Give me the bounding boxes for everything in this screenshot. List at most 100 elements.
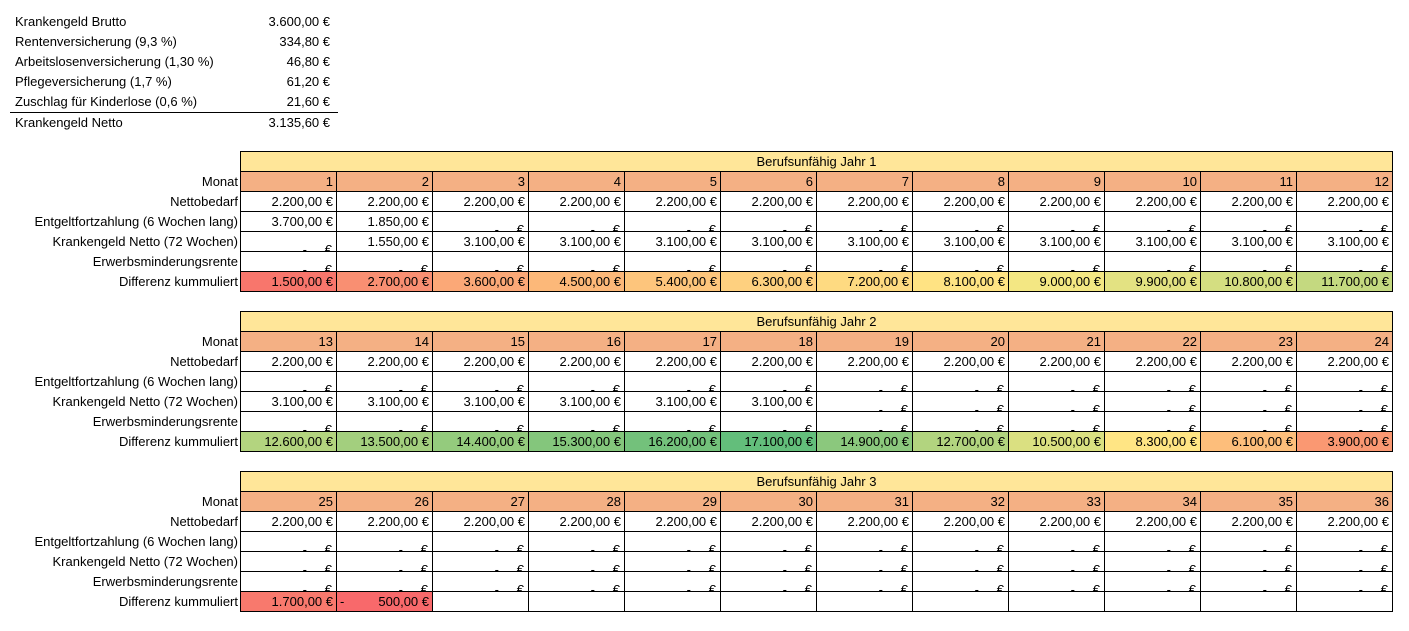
nettobedarf-cell[interactable]: 2.200,00 €: [1200, 351, 1297, 372]
differenz-cell[interactable]: 13.500,00 €: [336, 431, 433, 452]
differenz-cell[interactable]: 17.100,00 €: [720, 431, 817, 452]
month-number-cell[interactable]: 24: [1296, 331, 1393, 352]
summary-row[interactable]: Rentenversicherung (9,3 %) 334,80 €: [10, 32, 338, 52]
krankengeld-cell[interactable]: - €: [624, 551, 721, 572]
nettobedarf-cell[interactable]: 2.200,00 €: [1008, 191, 1105, 212]
erwerb-cell[interactable]: - €: [240, 251, 337, 272]
nettobedarf-cell[interactable]: 2.200,00 €: [336, 351, 433, 372]
entgelt-cell[interactable]: - €: [816, 211, 913, 232]
erwerb-cell[interactable]: - €: [1104, 571, 1201, 592]
differenz-cell[interactable]: 10.500,00 €: [1008, 431, 1105, 452]
erwerb-cell[interactable]: - €: [528, 571, 625, 592]
erwerb-cell[interactable]: - €: [624, 411, 721, 432]
entgelt-cell[interactable]: 3.700,00 €: [240, 211, 337, 232]
differenz-cell[interactable]: [1200, 591, 1297, 612]
erwerb-cell[interactable]: - €: [432, 571, 529, 592]
entgelt-cell[interactable]: - €: [1296, 371, 1393, 392]
krankengeld-cell[interactable]: - €: [720, 551, 817, 572]
erwerb-cell[interactable]: - €: [816, 571, 913, 592]
nettobedarf-cell[interactable]: 2.200,00 €: [624, 511, 721, 532]
differenz-cell[interactable]: 8.100,00 €: [912, 271, 1009, 292]
krankengeld-cell[interactable]: 3.100,00 €: [624, 391, 721, 412]
krankengeld-cell[interactable]: - €: [1200, 391, 1297, 412]
month-number-cell[interactable]: 12: [1296, 171, 1393, 192]
nettobedarf-cell[interactable]: 2.200,00 €: [1296, 351, 1393, 372]
differenz-cell[interactable]: [624, 591, 721, 612]
entgelt-cell[interactable]: - €: [432, 531, 529, 552]
erwerb-cell[interactable]: - €: [624, 571, 721, 592]
krankengeld-cell[interactable]: - €: [1008, 551, 1105, 572]
differenz-cell[interactable]: 2.700,00 €: [336, 271, 433, 292]
entgelt-cell[interactable]: - €: [624, 371, 721, 392]
krankengeld-cell[interactable]: 3.100,00 €: [1296, 231, 1393, 252]
nettobedarf-cell[interactable]: 2.200,00 €: [720, 351, 817, 372]
month-number-cell[interactable]: 16: [528, 331, 625, 352]
month-number-cell[interactable]: 4: [528, 171, 625, 192]
nettobedarf-cell[interactable]: 2.200,00 €: [1296, 191, 1393, 212]
nettobedarf-cell[interactable]: 2.200,00 €: [912, 351, 1009, 372]
month-number-cell[interactable]: 17: [624, 331, 721, 352]
nettobedarf-cell[interactable]: 2.200,00 €: [1008, 511, 1105, 532]
month-number-cell[interactable]: 28: [528, 491, 625, 512]
differenz-cell[interactable]: 12.700,00 €: [912, 431, 1009, 452]
differenz-cell[interactable]: 11.700,00 €: [1296, 271, 1393, 292]
nettobedarf-cell[interactable]: 2.200,00 €: [912, 191, 1009, 212]
summary-row[interactable]: Zuschlag für Kinderlose (0,6 %) 21,60 €: [10, 92, 338, 113]
month-number-cell[interactable]: 27: [432, 491, 529, 512]
summary-row[interactable]: Krankengeld Netto 3.135,60 €: [10, 113, 338, 133]
entgelt-cell[interactable]: - €: [1200, 371, 1297, 392]
month-number-cell[interactable]: 7: [816, 171, 913, 192]
nettobedarf-cell[interactable]: 2.200,00 €: [1104, 511, 1201, 532]
krankengeld-cell[interactable]: - €: [816, 391, 913, 412]
month-number-cell[interactable]: 19: [816, 331, 913, 352]
month-number-cell[interactable]: 36: [1296, 491, 1393, 512]
month-number-cell[interactable]: 26: [336, 491, 433, 512]
entgelt-cell[interactable]: - €: [1296, 531, 1393, 552]
entgelt-cell[interactable]: - €: [912, 531, 1009, 552]
entgelt-cell[interactable]: - €: [624, 531, 721, 552]
krankengeld-cell[interactable]: - €: [240, 551, 337, 572]
krankengeld-cell[interactable]: 3.100,00 €: [816, 231, 913, 252]
nettobedarf-cell[interactable]: 2.200,00 €: [240, 351, 337, 372]
month-number-cell[interactable]: 6: [720, 171, 817, 192]
month-number-cell[interactable]: 14: [336, 331, 433, 352]
summary-row[interactable]: Krankengeld Brutto 3.600,00 €: [10, 12, 338, 32]
nettobedarf-cell[interactable]: 2.200,00 €: [432, 191, 529, 212]
nettobedarf-cell[interactable]: 2.200,00 €: [432, 511, 529, 532]
erwerb-cell[interactable]: - €: [816, 251, 913, 272]
krankengeld-cell[interactable]: - €: [1008, 391, 1105, 412]
month-number-cell[interactable]: 34: [1104, 491, 1201, 512]
month-number-cell[interactable]: 18: [720, 331, 817, 352]
differenz-cell[interactable]: 14.900,00 €: [816, 431, 913, 452]
krankengeld-cell[interactable]: 3.100,00 €: [432, 231, 529, 252]
entgelt-cell[interactable]: - €: [1200, 531, 1297, 552]
differenz-cell[interactable]: [528, 591, 625, 612]
erwerb-cell[interactable]: - €: [624, 251, 721, 272]
krankengeld-cell[interactable]: 3.100,00 €: [720, 231, 817, 252]
entgelt-cell[interactable]: - €: [432, 211, 529, 232]
nettobedarf-cell[interactable]: 2.200,00 €: [720, 191, 817, 212]
nettobedarf-cell[interactable]: 2.200,00 €: [816, 351, 913, 372]
month-number-cell[interactable]: 2: [336, 171, 433, 192]
entgelt-cell[interactable]: - €: [1008, 211, 1105, 232]
erwerb-cell[interactable]: - €: [240, 411, 337, 432]
krankengeld-cell[interactable]: 1.550,00 €: [336, 231, 433, 252]
differenz-cell[interactable]: 10.800,00 €: [1200, 271, 1297, 292]
differenz-cell[interactable]: 5.400,00 €: [624, 271, 721, 292]
krankengeld-cell[interactable]: 3.100,00 €: [1200, 231, 1297, 252]
differenz-cell[interactable]: [816, 591, 913, 612]
erwerb-cell[interactable]: - €: [1296, 411, 1393, 432]
month-number-cell[interactable]: 15: [432, 331, 529, 352]
entgelt-cell[interactable]: - €: [336, 371, 433, 392]
nettobedarf-cell[interactable]: 2.200,00 €: [624, 351, 721, 372]
month-number-cell[interactable]: 23: [1200, 331, 1297, 352]
entgelt-cell[interactable]: 1.850,00 €: [336, 211, 433, 232]
entgelt-cell[interactable]: - €: [240, 371, 337, 392]
krankengeld-cell[interactable]: 3.100,00 €: [240, 391, 337, 412]
differenz-cell[interactable]: 9.000,00 €: [1008, 271, 1105, 292]
erwerb-cell[interactable]: - €: [1200, 411, 1297, 432]
differenz-cell[interactable]: 6.100,00 €: [1200, 431, 1297, 452]
krankengeld-cell[interactable]: - €: [1104, 551, 1201, 572]
month-number-cell[interactable]: 9: [1008, 171, 1105, 192]
month-number-cell[interactable]: 25: [240, 491, 337, 512]
